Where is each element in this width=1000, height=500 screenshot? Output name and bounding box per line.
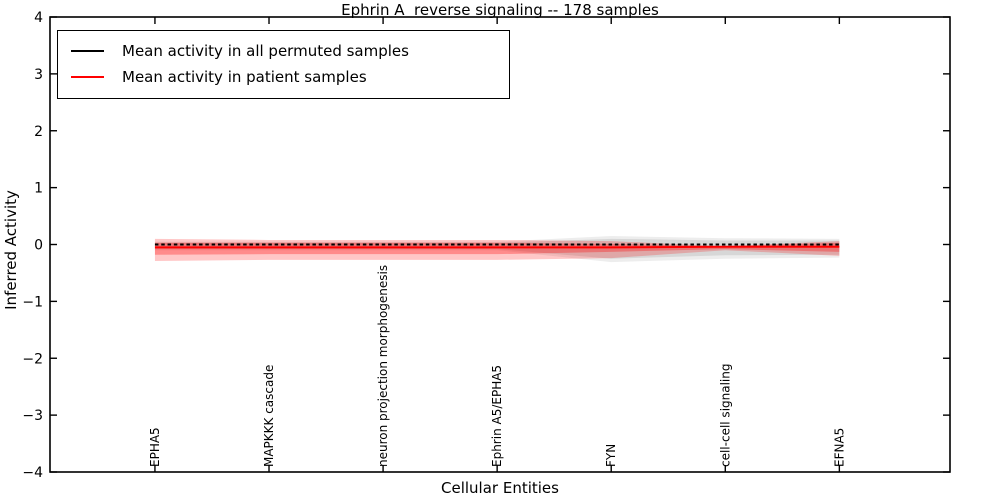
x-tick-label: cell-cell signaling [718, 364, 732, 468]
legend-entry-permuted: Mean activity in all permuted samples [58, 38, 509, 64]
series-layer [154, 243, 840, 249]
x-tick-label: Ephrin A5/EPHA5 [490, 365, 504, 467]
x-tick-label: EFNA5 [832, 428, 846, 467]
ticks-layer [50, 16, 950, 473]
y-tick-label: 4 [34, 10, 43, 26]
y-tick-label: −1 [22, 294, 43, 310]
y-tick-label: −2 [22, 351, 43, 367]
x-tick-label: FYN [604, 444, 618, 467]
legend-entry-patient: Mean activity in patient samples [58, 64, 509, 90]
y-tick-label: 0 [34, 238, 43, 254]
permuted-mean-line-sample [71, 50, 104, 52]
patient-spread-inner-band [154, 242, 840, 255]
legend-label: Mean activity in all permuted samples [122, 42, 409, 60]
x-tick-label: MAPKKK cascade [262, 365, 276, 467]
chart-title: Ephrin A reverse signaling -- 178 sample… [341, 1, 659, 19]
permuted-spread-outer-band [154, 235, 840, 263]
y-tick-label: 3 [34, 67, 43, 83]
y-tick-label: 2 [34, 124, 43, 140]
x-tick-label: neuron projection morphogenesis [376, 265, 390, 467]
y-tick-label: −4 [22, 465, 43, 481]
legend-label: Mean activity in patient samples [122, 68, 367, 86]
patient-mean-line-sample [71, 76, 104, 78]
y-axis-label: Inferred Activity [2, 190, 20, 310]
y-tick-label: −3 [22, 408, 43, 424]
bands-layer [154, 235, 840, 263]
y-tick-label: 1 [34, 181, 43, 197]
tick-labels-layer: −4 −3 −2 −1 0 1 2 3 4 EPHA5 MAPKKK cascade neuron p… [22, 10, 846, 481]
x-tick-label: EPHA5 [148, 427, 162, 467]
x-axis-label: Cellular Entities [441, 479, 559, 497]
mean-activity-in-patient-samples [154, 245, 840, 249]
legend: Mean activity in all permuted samples Me… [57, 30, 510, 99]
